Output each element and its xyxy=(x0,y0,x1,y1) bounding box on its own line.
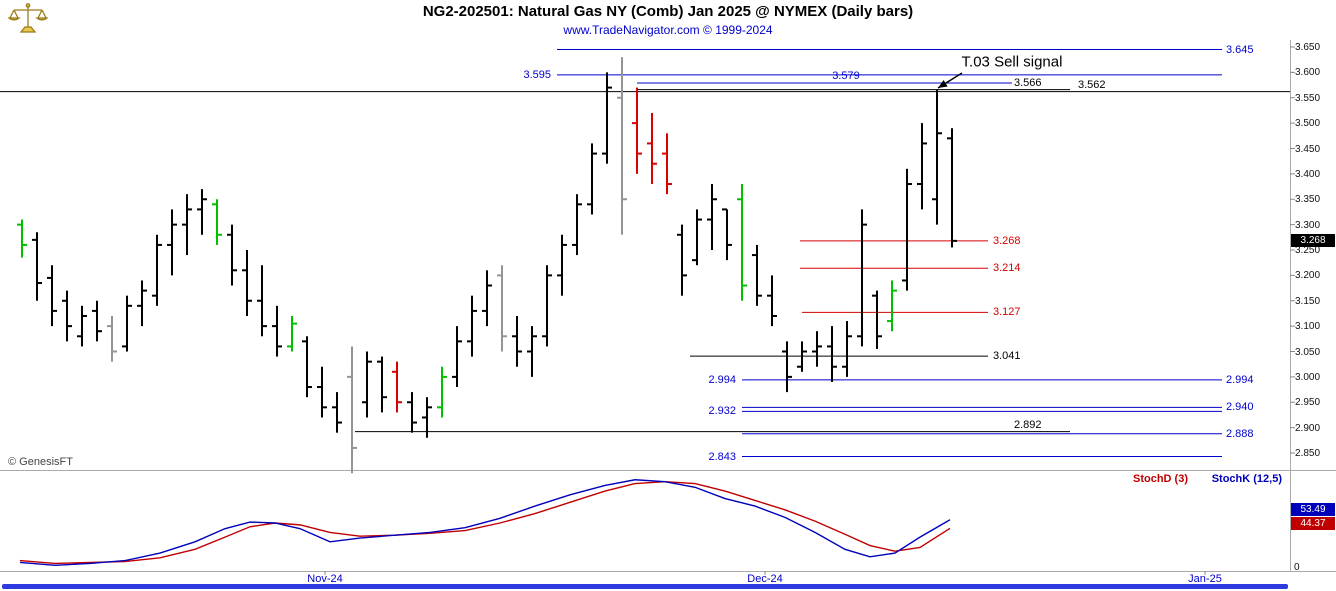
ohlc-bar xyxy=(152,234,162,306)
stochd-line xyxy=(19,480,951,565)
ohlc-bar xyxy=(107,315,117,362)
ohlc-bar xyxy=(62,290,72,342)
ohlc-bar xyxy=(122,295,132,352)
ohlc-bar xyxy=(692,209,702,266)
ohlc-bar xyxy=(737,184,747,301)
ohlc-bar xyxy=(662,133,672,195)
ohlc-bar xyxy=(182,194,192,256)
stochd-value-badge: 44.37 xyxy=(1291,517,1335,530)
ohlc-bar xyxy=(677,224,687,296)
ohlc-bar xyxy=(887,280,897,332)
ohlc-bar xyxy=(197,189,207,235)
ohlc-bar xyxy=(497,265,507,352)
stochd-legend-label[interactable]: StochD (3) xyxy=(1133,473,1188,485)
ohlc-bar xyxy=(362,351,372,418)
sell-signal-arrowhead xyxy=(938,80,948,88)
ohlc-bar xyxy=(467,295,477,357)
ohlc-bar xyxy=(647,112,657,185)
ohlc-bar xyxy=(902,168,912,291)
ohlc-bar xyxy=(392,361,402,413)
ohlc-bar xyxy=(212,199,222,245)
ohlc-bar xyxy=(407,392,417,433)
chart-title: NG2-202501: Natural Gas NY (Comb) Jan 20… xyxy=(422,3,914,20)
ohlc-bar xyxy=(632,87,642,174)
stochk-legend-label[interactable]: StochK (12,5) xyxy=(1211,473,1282,485)
ohlc-bar xyxy=(857,209,867,347)
ohlc-bar xyxy=(512,315,522,367)
ohlc-bar xyxy=(542,265,552,347)
ohlc-bar xyxy=(227,224,237,286)
ohlc-bar xyxy=(782,341,792,393)
ohlc-bar xyxy=(137,280,147,327)
ohlc-bar xyxy=(872,290,882,349)
ohlc-bar xyxy=(527,326,537,377)
ohlc-bar xyxy=(17,219,27,258)
ohlc-bar xyxy=(827,326,837,382)
ohlc-bar xyxy=(617,57,627,235)
ohlc-bar xyxy=(317,366,327,418)
ohlc-bar xyxy=(242,250,252,316)
ohlc-bar xyxy=(377,356,387,413)
ohlc-bar xyxy=(707,184,717,250)
ohlc-bar xyxy=(332,392,342,433)
trade-navigator-logo-icon xyxy=(7,2,49,41)
tradenavigator-copyright-link[interactable]: www.TradeNavigator.com © 1999-2024 xyxy=(563,23,773,37)
ohlc-bar xyxy=(482,270,492,327)
ohlc-bar xyxy=(437,366,447,418)
ohlc-bar xyxy=(767,275,777,327)
ohlc-bar xyxy=(302,336,312,398)
ohlc-bar xyxy=(422,397,432,438)
ohlc-bar xyxy=(257,265,267,337)
genesis-watermark: © GenesisFT xyxy=(8,456,73,468)
ohlc-bar xyxy=(32,232,42,301)
ohlc-bar xyxy=(752,244,762,306)
stochk-line xyxy=(19,479,951,567)
ohlc-bar xyxy=(347,346,357,474)
ohlc-bar xyxy=(842,321,852,377)
horizontal-scrollbar[interactable] xyxy=(2,584,1288,589)
ohlc-bar xyxy=(452,326,462,388)
ohlc-bar xyxy=(602,72,612,164)
stochk-value-badge: 53.49 xyxy=(1291,503,1335,516)
last-price-badge: 3.268 xyxy=(1291,234,1335,248)
stoch-axis-zero-label: 0 xyxy=(1294,562,1300,573)
ohlc-bar xyxy=(167,209,177,276)
ohlc-bar xyxy=(287,315,297,352)
ohlc-bar xyxy=(812,331,822,367)
ohlc-bar xyxy=(92,300,102,342)
ohlc-bar xyxy=(77,305,87,347)
ohlc-bar xyxy=(797,341,807,372)
ohlc-bar xyxy=(557,234,567,296)
ohlc-bar xyxy=(272,305,282,357)
ohlc-bar xyxy=(722,208,732,261)
ohlc-bar xyxy=(587,143,597,215)
ohlc-bar xyxy=(932,89,942,225)
ohlc-bar xyxy=(572,194,582,256)
ohlc-bar xyxy=(47,265,57,327)
ohlc-bar xyxy=(917,123,927,210)
ohlc-bar xyxy=(947,128,957,248)
